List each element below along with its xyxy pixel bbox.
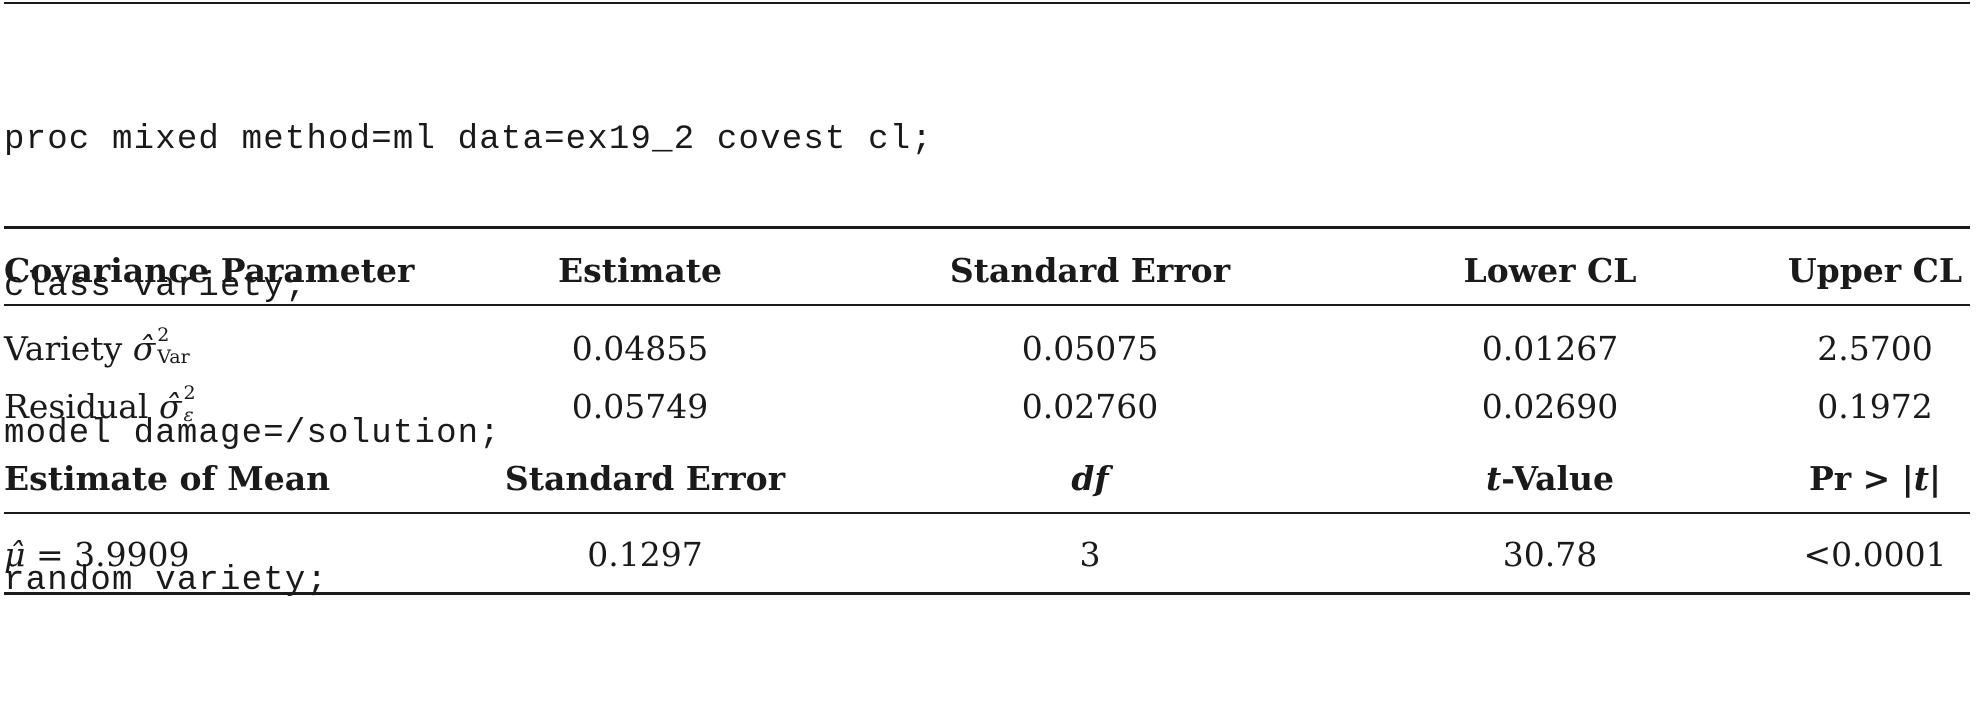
col-header-cov-param: Covariance Parameter [4, 251, 415, 290]
superscript: 2 [183, 382, 196, 404]
std-error-value: 0.05075 [1021, 329, 1159, 368]
t-value: 30.78 [1502, 535, 1598, 574]
table-row: μ̂ = 3.9909 0.1297 3 30.78 <0.0001 [0, 530, 1977, 580]
p-prefix: Pr > | [1808, 459, 1914, 498]
header-rule [4, 304, 1970, 306]
sas-output-page: proc mixed method=ml data=ex19_2 covest … [0, 2, 1977, 600]
p-t-symbol: t [1913, 459, 1930, 498]
cov-header-row: Covariance Parameter Estimate Standard E… [0, 246, 1977, 296]
table-bottom-rule [4, 592, 1970, 595]
mean-header-rule [4, 512, 1970, 514]
p-suffix: | [1929, 459, 1942, 498]
p-value: <0.0001 [1803, 535, 1947, 574]
col-header-estimate-of-mean: Estimate of Mean [4, 459, 331, 498]
upper-cl-value: 2.5700 [1817, 329, 1933, 368]
col-header-t-value: t-Value [1400, 454, 1700, 504]
sigma-hat-symbol: σ̂ [158, 387, 182, 426]
mean-estimate: μ̂ = 3.9909 [4, 530, 190, 580]
lower-cl-value: 0.01267 [1481, 329, 1619, 368]
col-header-upper-cl: Upper CL [1787, 251, 1963, 290]
table-row: Residual σ̂ 2 ε 0.05749 0.02760 0.02690 0.… [0, 382, 1977, 432]
param-name: Variety [4, 329, 123, 368]
col-header-std-error: Standard Error [949, 251, 1231, 290]
std-error-value: 0.02760 [1021, 387, 1159, 426]
sigma-hat-symbol: σ̂ [132, 329, 156, 368]
row-label-variety: Variety σ̂ 2 Var [4, 324, 195, 374]
code-line: proc mixed method=ml data=ex19_2 covest … [4, 121, 933, 159]
col-header-df: df [1071, 459, 1109, 498]
table-top-rule [4, 226, 1970, 229]
t-symbol: t [1485, 459, 1502, 498]
mean-header-row: Estimate of Mean Standard Error df t-Val… [0, 454, 1977, 504]
row-label-residual: Residual σ̂ 2 ε [4, 382, 222, 432]
col-header-std-error: Standard Error [504, 459, 786, 498]
sas-code-block: proc mixed method=ml data=ex19_2 covest … [4, 18, 933, 704]
sup-sub-group: 2 Var [157, 325, 195, 371]
lower-cl-value: 0.02690 [1481, 387, 1619, 426]
superscript: 2 [157, 324, 170, 346]
upper-cl-value: 0.1972 [1817, 387, 1933, 426]
top-rule [4, 2, 1970, 4]
subscript: Var [157, 346, 190, 368]
col-header-lower-cl: Lower CL [1463, 251, 1637, 290]
table-row: Variety σ̂ 2 Var 0.04855 0.05075 0.01267 2… [0, 324, 1977, 374]
df-value: 3 [1079, 535, 1101, 574]
code-line: model damage=/solution; [4, 415, 501, 453]
mu-hat-symbol: μ̂ [4, 535, 26, 574]
mean-std-error-value: 0.1297 [587, 535, 703, 574]
t-value-suffix: -Value [1501, 459, 1615, 498]
code-line: class variety; [4, 268, 307, 306]
mean-estimate-value: = 3.9909 [25, 535, 190, 574]
estimate-value: 0.05749 [571, 387, 709, 426]
col-header-estimate: Estimate [557, 251, 723, 290]
subscript: ε [183, 404, 194, 426]
col-header-p-value: Pr > |t| [1780, 454, 1970, 504]
estimate-value: 0.04855 [571, 329, 709, 368]
param-name: Residual [4, 387, 149, 426]
